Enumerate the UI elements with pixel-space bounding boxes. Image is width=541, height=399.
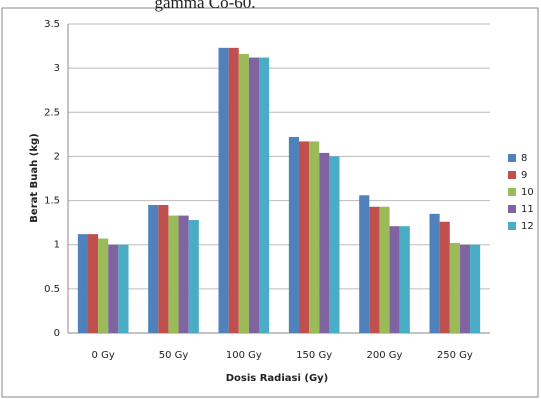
x-tick-label: 100 Gy [226,350,262,361]
legend-label: 12 [521,221,534,232]
bar [439,221,450,333]
bar [87,234,99,333]
bar [77,234,88,333]
bar [389,226,400,333]
legend-swatch [508,188,516,196]
legend-label: 8 [521,153,527,164]
legend-label: 10 [521,187,534,198]
bar [359,195,370,333]
y-tick-label: 1 [54,240,60,251]
legend-label: 9 [521,170,527,181]
bar [259,57,270,333]
bar [248,57,260,333]
x-tick-label: 0 Gy [92,350,115,361]
bar [168,215,179,333]
bar [399,226,410,333]
y-tick-label: 2.5 [44,107,60,118]
bar [238,54,249,333]
legend-swatch [508,222,516,230]
y-tick-label: 0 [54,328,60,339]
chart-title: gamma Co-60. [154,0,255,12]
x-tick-label: 150 Gy [296,350,332,361]
y-tick-label: 1.5 [44,196,60,207]
legend-swatch [508,205,516,213]
y-tick-label: 2 [54,151,60,162]
bar [379,206,390,333]
bar [218,47,229,333]
legend-swatch [508,171,516,179]
x-axis-title: Dosis Radiasi (Gy) [226,373,329,384]
legend-label: 11 [521,204,534,215]
bar [470,244,481,333]
x-tick-label: 200 Gy [367,350,403,361]
y-tick-label: 3.5 [44,19,60,30]
y-axis-title: Berat Buah (kg) [29,133,40,222]
bar [319,152,330,333]
bar [298,141,310,333]
bar [459,244,471,333]
bar [228,47,239,333]
bar [329,156,340,333]
bar [369,206,380,333]
y-tick-label: 0.5 [44,284,60,295]
bar [118,244,129,333]
bar [429,213,440,333]
x-tick-label: 250 Gy [437,350,473,361]
bar [98,238,109,333]
legend-swatch [508,154,516,162]
y-tick-label: 3 [54,63,60,74]
x-tick-label: 50 Gy [159,350,189,361]
bar [108,244,119,333]
chart-border [1,7,539,398]
bar [178,215,189,333]
bar [188,219,199,333]
bar [288,137,299,333]
bar [158,204,169,333]
bar [449,242,460,333]
bar [309,141,320,333]
bar [148,204,159,333]
